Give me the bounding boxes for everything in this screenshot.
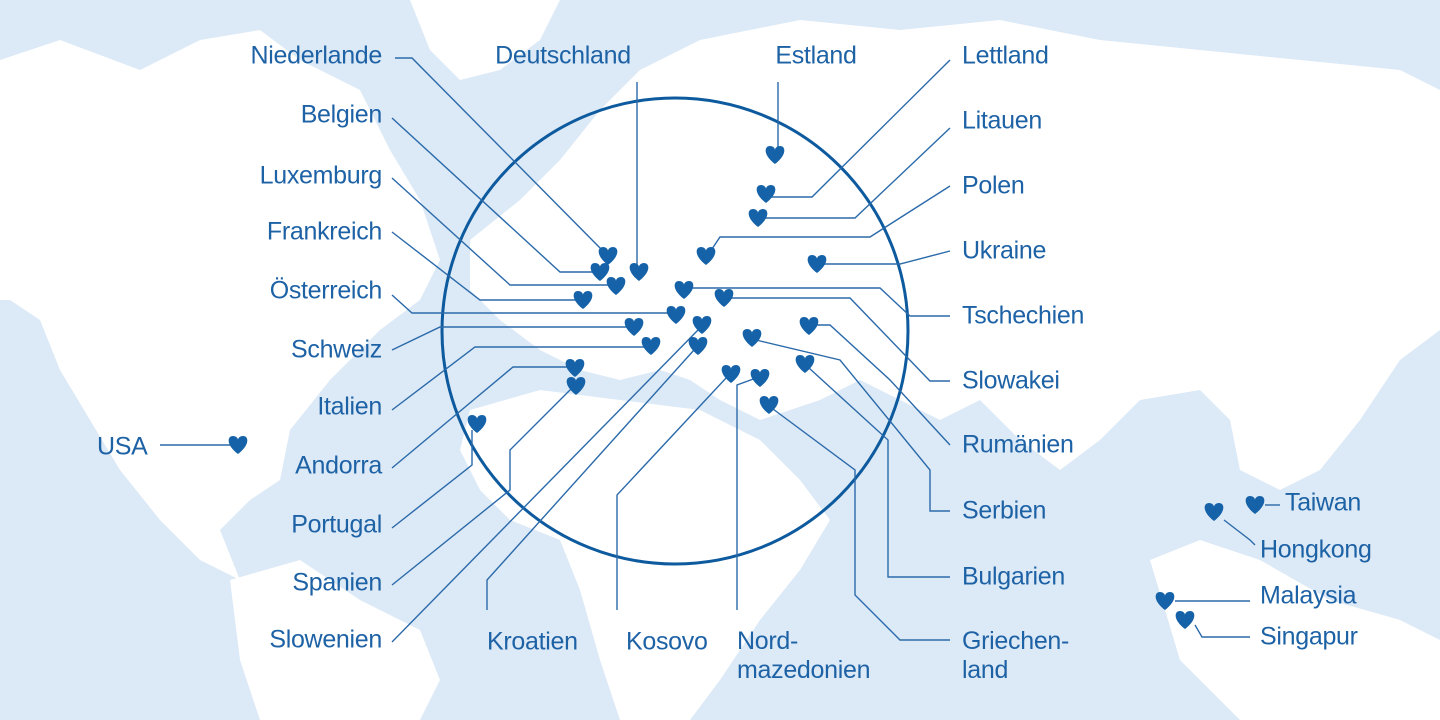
leader-line bbox=[395, 57, 605, 253]
country-label: Singapur bbox=[1260, 622, 1358, 651]
country-label: Malaysia bbox=[1260, 581, 1357, 610]
heart-marker bbox=[1245, 496, 1265, 514]
heart-marker bbox=[714, 289, 734, 307]
country-label: Österreich bbox=[269, 276, 383, 305]
hearts bbox=[228, 146, 1265, 629]
heart-marker bbox=[1175, 611, 1195, 629]
leader-line bbox=[391, 366, 571, 469]
leader-line bbox=[772, 408, 950, 641]
country-label: Litauen bbox=[962, 106, 1042, 135]
heart-marker bbox=[624, 318, 644, 336]
heart-marker bbox=[629, 263, 649, 281]
heart-marker bbox=[590, 263, 610, 281]
heart-marker bbox=[807, 255, 827, 273]
heart-marker bbox=[756, 185, 776, 203]
heart-marker bbox=[688, 337, 708, 355]
heart-marker bbox=[228, 436, 248, 454]
country-label: Kosovo bbox=[626, 627, 708, 656]
leader-line bbox=[821, 250, 951, 265]
leader-line bbox=[688, 287, 950, 317]
leader-line bbox=[391, 231, 579, 301]
country-label: Nord- mazedonien bbox=[737, 627, 871, 684]
heart-marker bbox=[641, 337, 661, 355]
leader-line bbox=[391, 387, 573, 586]
country-label: Taiwan bbox=[1285, 488, 1362, 517]
leader-line bbox=[808, 367, 950, 578]
country-label: Kroatien bbox=[487, 627, 578, 656]
leader-line bbox=[391, 177, 612, 286]
country-label: Deutschland bbox=[495, 41, 631, 70]
country-label: Tschechien bbox=[962, 301, 1085, 330]
leader-line bbox=[736, 377, 757, 610]
country-label: Schweiz bbox=[291, 335, 382, 364]
leader-lines bbox=[160, 57, 1280, 643]
leader-line bbox=[813, 324, 951, 446]
leader-line bbox=[391, 294, 672, 314]
country-label: Italien bbox=[317, 392, 382, 421]
leader-line bbox=[391, 329, 699, 643]
leader-line bbox=[486, 349, 695, 610]
heart-marker bbox=[696, 247, 716, 265]
leader-line bbox=[391, 346, 647, 411]
country-label: Polen bbox=[962, 171, 1025, 200]
heart-marker bbox=[759, 396, 779, 414]
country-label: Frankreich bbox=[266, 217, 382, 246]
heart-marker bbox=[666, 306, 686, 324]
heart-marker bbox=[565, 359, 585, 377]
country-label: Rumänien bbox=[962, 430, 1074, 459]
leader-line bbox=[755, 339, 950, 512]
country-label: Hongkong bbox=[1260, 535, 1372, 564]
country-label: Bulgarien bbox=[962, 562, 1065, 591]
country-label: Ukraine bbox=[962, 236, 1047, 265]
country-label: Belgien bbox=[300, 100, 383, 129]
heart-marker bbox=[799, 317, 819, 335]
heart-marker bbox=[566, 377, 586, 395]
heart-marker bbox=[606, 277, 626, 295]
country-label: USA bbox=[97, 432, 148, 461]
country-label: Estland bbox=[775, 41, 857, 70]
heart-marker bbox=[765, 146, 785, 164]
country-label: Slowakei bbox=[962, 366, 1060, 395]
country-label: Luxemburg bbox=[259, 161, 383, 190]
heart-marker bbox=[1155, 592, 1175, 610]
heart-marker bbox=[795, 355, 815, 373]
heart-marker bbox=[674, 281, 694, 299]
europe-circle bbox=[440, 96, 910, 566]
heart-marker bbox=[598, 247, 618, 265]
country-label: Serbien bbox=[962, 496, 1047, 525]
heart-marker bbox=[1204, 503, 1224, 521]
leader-line bbox=[1223, 519, 1256, 546]
leader-line bbox=[762, 127, 951, 219]
leader-line bbox=[391, 430, 473, 529]
country-label: Lettland bbox=[962, 41, 1049, 70]
country-label: Griechen- land bbox=[962, 627, 1070, 684]
country-label: Portugal bbox=[291, 510, 382, 539]
leader-line bbox=[728, 297, 950, 382]
leader-line bbox=[391, 326, 630, 351]
heart-marker bbox=[692, 316, 712, 334]
leader-line bbox=[1194, 624, 1250, 638]
country-label: Spanien bbox=[292, 568, 382, 597]
heart-marker bbox=[748, 209, 768, 227]
leader-line bbox=[709, 185, 951, 253]
country-label: Slowenien bbox=[269, 625, 382, 654]
country-label: Niederlande bbox=[250, 41, 382, 70]
heart-marker bbox=[721, 365, 741, 383]
leader-line bbox=[616, 376, 728, 610]
leader-line bbox=[391, 117, 596, 273]
heart-marker bbox=[573, 291, 593, 309]
country-label: Andorra bbox=[295, 451, 382, 480]
heart-marker bbox=[750, 369, 770, 387]
heart-marker bbox=[742, 329, 762, 347]
heart-marker bbox=[467, 415, 487, 433]
leader-line bbox=[770, 59, 951, 198]
